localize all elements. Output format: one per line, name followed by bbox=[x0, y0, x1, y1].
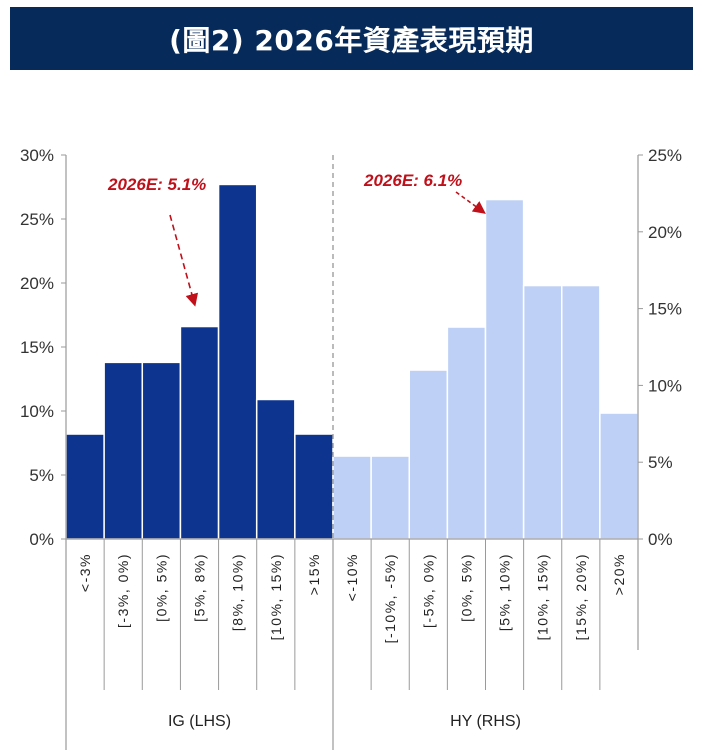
bar-hy-3 bbox=[446, 326, 487, 540]
annotation-hy-arrow bbox=[455, 191, 486, 214]
hy-category-label: [-10%, -5%) bbox=[382, 553, 398, 643]
ig-category-label: [8%, 10%) bbox=[230, 553, 246, 631]
bar-ig-5 bbox=[255, 398, 296, 540]
hy-category-label: [-5%, 0%) bbox=[420, 553, 436, 628]
bar-ig-3 bbox=[179, 325, 220, 540]
group-label-hy: HY (RHS) bbox=[450, 713, 521, 730]
bar-ig-2 bbox=[141, 361, 182, 540]
chart-title: (圖2) 2026年資產表現預期 bbox=[169, 23, 534, 57]
bar-hy-0 bbox=[332, 455, 372, 540]
bar-hy-6 bbox=[561, 284, 601, 540]
annotation-ig-arrow bbox=[169, 214, 199, 307]
bar-ig-0 bbox=[65, 433, 105, 540]
bar-hy-1 bbox=[370, 455, 410, 540]
bar-ig-6 bbox=[294, 433, 334, 540]
hy-category-label: >20% bbox=[611, 553, 627, 595]
ig-category-label: [-3%, 0%) bbox=[115, 553, 131, 628]
ig-category-label: [5%, 8%) bbox=[192, 553, 208, 622]
annotation-ig-text: 2026E: 5.1% bbox=[107, 175, 206, 194]
chart-title-banner: (圖2) 2026年資產表現預期 bbox=[10, 7, 693, 70]
bar-ig-4 bbox=[217, 183, 258, 540]
ig-category-label: [0%, 5%) bbox=[153, 553, 169, 622]
left-tick-label: 5% bbox=[29, 466, 54, 485]
right-tick-label: 5% bbox=[648, 453, 673, 472]
ig-category-label: >15% bbox=[306, 553, 322, 595]
bar-ig-1 bbox=[103, 361, 144, 540]
left-tick-label: 25% bbox=[20, 210, 54, 229]
right-tick-label: 10% bbox=[648, 376, 682, 395]
bar-hy-5 bbox=[522, 284, 563, 540]
bar-hy-2 bbox=[408, 369, 449, 540]
bar-hy-4 bbox=[484, 198, 525, 540]
left-tick-label: 20% bbox=[20, 274, 54, 293]
hy-category-label: [15%, 20%) bbox=[573, 553, 589, 640]
right-tick-label: 25% bbox=[648, 146, 682, 165]
hy-category-label: <-10% bbox=[344, 553, 360, 601]
annotation-hy-text: 2026E: 6.1% bbox=[363, 171, 462, 190]
hy-category-label: [0%, 5%) bbox=[458, 553, 474, 622]
right-tick-label: 20% bbox=[648, 223, 682, 242]
right-tick-label: 0% bbox=[648, 530, 673, 549]
left-tick-label: 30% bbox=[20, 146, 54, 165]
ig-category-label: <-3% bbox=[77, 553, 93, 592]
hy-category-label: [10%, 15%) bbox=[535, 553, 551, 640]
ig-category-label: [10%, 15%) bbox=[268, 553, 284, 640]
bar-hy-7 bbox=[599, 412, 639, 540]
left-tick-label: 15% bbox=[20, 338, 54, 357]
hy-category-label: [5%, 10%) bbox=[497, 553, 513, 631]
left-tick-label: 0% bbox=[29, 530, 54, 549]
group-label-ig: IG (LHS) bbox=[168, 713, 231, 730]
left-tick-label: 10% bbox=[20, 402, 54, 421]
right-tick-label: 15% bbox=[648, 300, 682, 319]
